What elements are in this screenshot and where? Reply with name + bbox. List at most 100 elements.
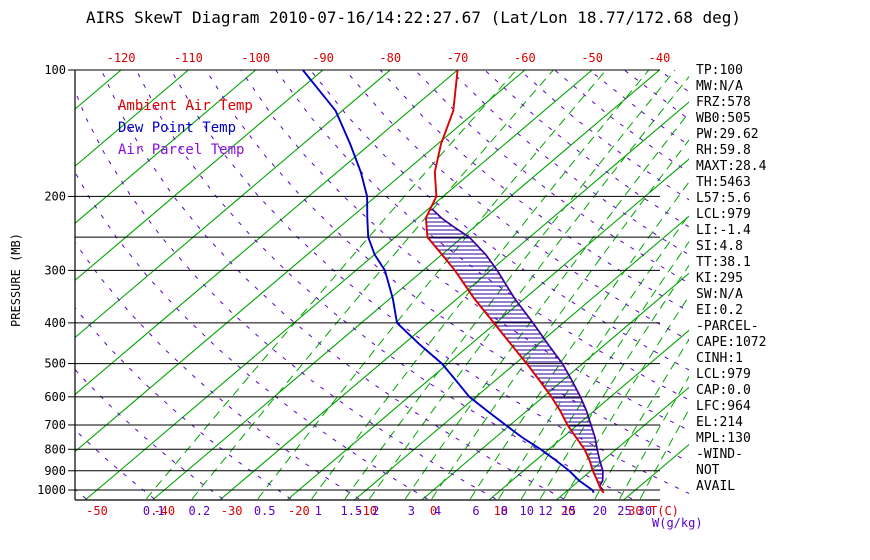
top-temp-label: -80 xyxy=(379,51,401,65)
stats-panel: TP:100MW:N/AFRZ:578WB0:505PW:29.62RH:59.… xyxy=(696,63,767,494)
mixing-ratio-line xyxy=(431,139,689,500)
top-temp-label: -110 xyxy=(174,51,203,65)
top-temp-label: -120 xyxy=(107,51,136,65)
mixing-ratio-label: 0.5 xyxy=(254,504,276,518)
pressure-tick-label: 500 xyxy=(44,357,66,371)
mixing-ratio-label: 20 xyxy=(593,504,607,518)
mixing-ratio-label: 2 xyxy=(372,504,379,518)
bottom-temp-label: -30 xyxy=(221,504,243,518)
bottom-temp-label: -10 xyxy=(355,504,377,518)
stats-line: LCL:979 xyxy=(696,207,751,222)
stats-line: NOT xyxy=(696,463,720,478)
legend-parcel-label: Air Parcel Temp xyxy=(118,142,244,158)
stats-line: LFC:964 xyxy=(696,399,751,414)
mixing-ratio-line xyxy=(594,338,689,500)
pressure-tick-label: 900 xyxy=(44,464,66,478)
mixing-ratio-label: 3 xyxy=(408,504,415,518)
mixing-ratio-line xyxy=(469,181,689,500)
pressure-tick-label: 100 xyxy=(44,63,66,77)
mixing-ratio-line xyxy=(369,75,689,500)
isotherm-line xyxy=(75,70,189,167)
dry-adiabat-line xyxy=(344,70,689,342)
stats-line: KI:295 xyxy=(696,271,743,286)
top-temp-label: -100 xyxy=(241,51,270,65)
stats-line: MPL:130 xyxy=(696,431,751,446)
isotherm-line xyxy=(152,70,660,500)
stats-line: SI:4.8 xyxy=(696,239,743,254)
mixing-unit-label: W(g/kg) xyxy=(652,516,703,530)
bottom-temp-label: -50 xyxy=(86,504,108,518)
mixing-ratio-label: 8 xyxy=(501,504,508,518)
bottom-temp-label: 20 xyxy=(561,504,575,518)
isotherm-line xyxy=(75,70,324,282)
chart-title: AIRS SkewT Diagram 2010-07-16/14:22:27.6… xyxy=(86,8,741,27)
mixing-ratio-line xyxy=(344,70,676,500)
mixing-ratio-line xyxy=(311,70,650,500)
mixing-ratio-line xyxy=(539,264,689,500)
dry-adiabat-line xyxy=(519,70,689,201)
stats-line: MAXT:28.4 xyxy=(696,159,767,174)
isotherm-line xyxy=(75,70,391,339)
pressure-tick-label: 800 xyxy=(44,442,66,456)
mixing-ratio-label: 25 xyxy=(617,504,631,518)
isotherm-line xyxy=(75,70,526,453)
top-temp-label: -90 xyxy=(312,51,334,65)
sounding-curves xyxy=(302,70,605,494)
mixing-ratio-label: 10 xyxy=(520,504,534,518)
top-temp-label: -60 xyxy=(514,51,536,65)
dry-adiabat-line xyxy=(100,70,565,500)
dry-adiabat-line xyxy=(310,70,689,371)
pressure-tick-label: 600 xyxy=(44,390,66,404)
mixing-ratio-label: 6 xyxy=(472,504,479,518)
mixing-ratio-label: 0.2 xyxy=(189,504,211,518)
temp-unit-label: T(C) xyxy=(650,504,679,518)
top-temp-label: -40 xyxy=(649,51,671,65)
mixing-ratio-line xyxy=(191,70,554,500)
mixing-ratio-label: 0.1 xyxy=(143,504,165,518)
stats-line: TP:100 xyxy=(696,63,743,78)
dry-adiabat-line xyxy=(205,70,689,463)
ambient-temp-curve xyxy=(424,70,605,494)
pressure-axis-title: PRESSURE (MB) xyxy=(9,233,23,327)
mixing-ratio-line xyxy=(145,70,517,500)
stats-line: SW:N/A xyxy=(696,287,743,302)
stats-line: CAPE:1072 xyxy=(696,335,766,350)
isotherm-line xyxy=(354,215,689,500)
mixing-ratio-line xyxy=(498,213,689,500)
legend-ambient-label: Ambient Air Temp xyxy=(118,98,253,114)
pressure-tick-label: 700 xyxy=(44,418,66,432)
isotherm-line xyxy=(219,101,689,500)
pressure-tick-label: 400 xyxy=(44,316,66,330)
bottom-temp-label: 30 xyxy=(628,504,642,518)
top-temp-label: -70 xyxy=(447,51,469,65)
mixing-ratio-line xyxy=(257,70,607,500)
bottom-temp-label: -20 xyxy=(288,504,310,518)
stats-line: -WIND- xyxy=(696,447,743,462)
stats-line: EI:0.2 xyxy=(696,303,743,318)
mixing-ratio-label: 15 xyxy=(562,504,576,518)
top-temp-label: -50 xyxy=(581,51,603,65)
stats-line: WB0:505 xyxy=(696,111,751,126)
pressure-tick-label: 300 xyxy=(44,263,66,277)
stats-line: CINH:1 xyxy=(696,351,743,366)
isotherm-gridlines xyxy=(75,70,689,500)
stats-line: CAP:0.0 xyxy=(696,383,751,398)
mixing-ratio-label: 1.5 xyxy=(341,504,363,518)
cape-hatch-area xyxy=(425,209,603,483)
dry-adiabat-line xyxy=(75,89,496,500)
axes-frame xyxy=(74,70,660,501)
dew-point-curve xyxy=(302,70,595,494)
stats-line: EL:214 xyxy=(696,415,743,430)
stats-line: LCL:979 xyxy=(696,367,751,382)
isotherm-line xyxy=(421,272,689,500)
stats-line: PW:29.62 xyxy=(696,127,759,142)
mixing-ratio-line xyxy=(639,408,689,500)
mixing-ratio-line xyxy=(404,111,689,500)
dry-adiabat-line xyxy=(170,70,689,495)
stats-line: RH:59.8 xyxy=(696,143,751,158)
dry-adiabat-line xyxy=(484,70,689,228)
stats-line: FRZ:578 xyxy=(696,95,751,110)
